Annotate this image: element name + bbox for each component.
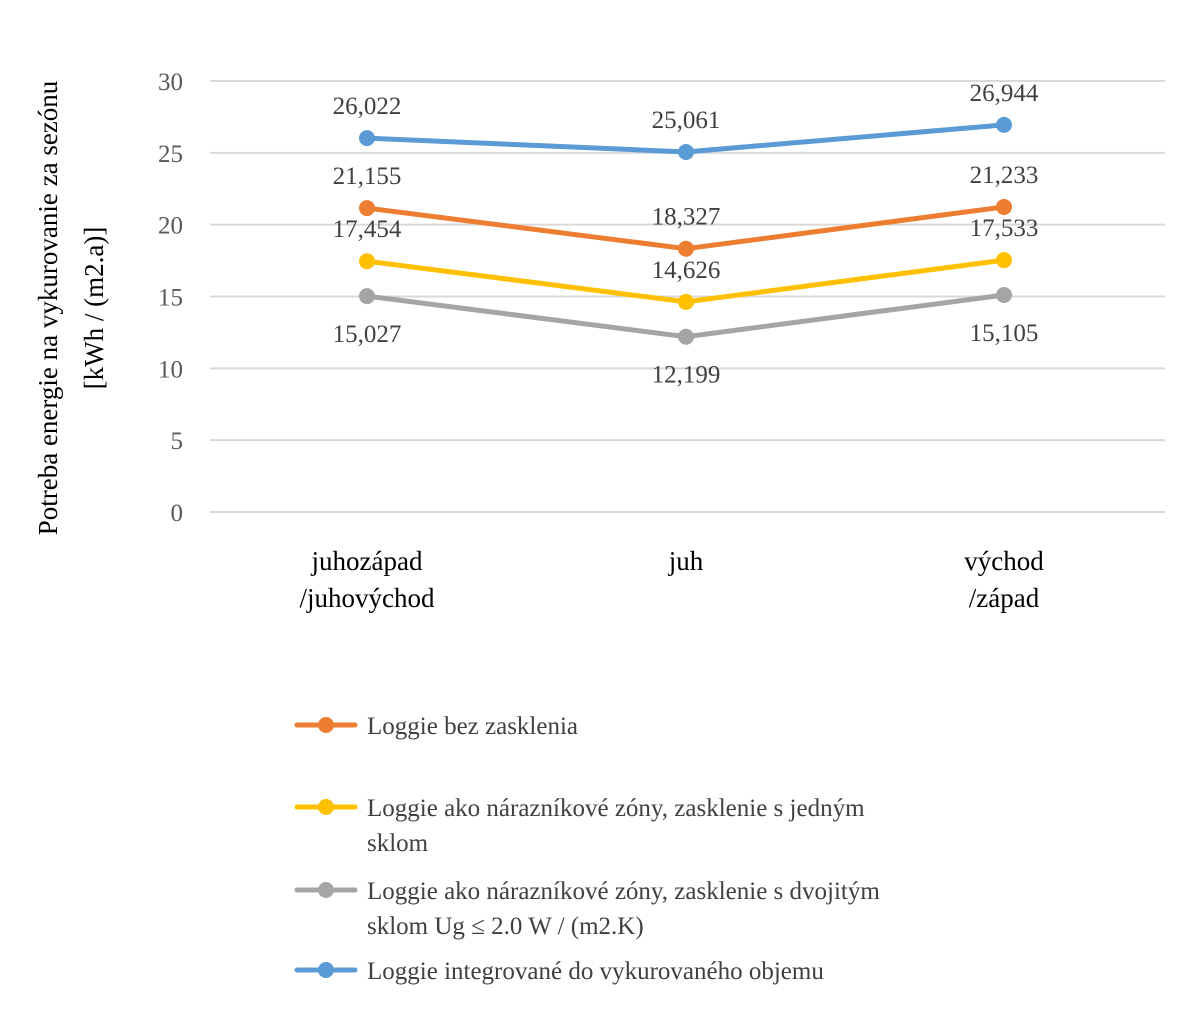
x-category-label: východ	[964, 546, 1044, 576]
data-label: 15,027	[333, 321, 402, 348]
data-point	[996, 116, 1012, 133]
y-axis-title: Potreba energie na vykurovanie za sezónu	[33, 80, 63, 535]
data-label: 15,105	[970, 320, 1039, 347]
x-category-label: /juhovýchod	[300, 583, 435, 613]
legend-swatch-marker	[318, 717, 334, 733]
data-label: 26,944	[970, 80, 1039, 107]
data-label: 12,199	[652, 362, 721, 389]
data-point	[678, 143, 694, 160]
data-label: 21,155	[333, 163, 402, 190]
data-point	[359, 200, 375, 217]
y-tick-label: 30	[158, 69, 183, 96]
data-point	[996, 252, 1012, 269]
data-point	[996, 286, 1012, 303]
legend-entry-label: Loggie bez zasklenia	[367, 713, 578, 740]
y-tick-label: 5	[171, 428, 184, 455]
legend-entry-label: sklom Ug ≤ 2.0 W / (m2.K)	[367, 913, 644, 940]
data-point	[359, 288, 375, 305]
data-point	[996, 198, 1012, 215]
legend-swatch-marker	[318, 882, 334, 898]
data-point	[359, 130, 375, 147]
legend-entry-label: sklom	[367, 830, 429, 857]
legend-swatch-marker	[318, 799, 334, 815]
data-point	[678, 328, 694, 345]
legend-swatch-marker	[318, 962, 334, 978]
y-tick-label: 20	[158, 213, 183, 240]
data-point	[678, 240, 694, 257]
data-label: 26,022	[333, 93, 402, 120]
y-tick-label: 15	[158, 285, 183, 312]
legend-entry-label: Loggie ako nárazníkové zóny, zasklenie s…	[367, 795, 865, 822]
y-tick-label: 10	[158, 356, 183, 383]
data-label: 18,327	[652, 204, 721, 231]
y-axis-title: [kWh / (m2.a)]	[79, 227, 109, 390]
x-category-label: juhozápad	[311, 546, 423, 576]
legend-entry-label: Loggie ako nárazníkové zóny, zasklenie s…	[367, 878, 880, 905]
data-point	[678, 293, 694, 310]
data-label: 17,533	[970, 215, 1039, 242]
data-label: 21,233	[970, 162, 1039, 189]
data-label: 25,061	[652, 107, 721, 134]
x-category-label: juh	[668, 546, 704, 576]
data-point	[359, 253, 375, 270]
data-label: 17,454	[333, 216, 402, 243]
x-category-label: /západ	[969, 583, 1040, 613]
y-tick-label: 0	[171, 500, 184, 527]
legend-entry-label: Loggie integrované do vykurovaného objem…	[367, 958, 824, 985]
data-label: 14,626	[652, 257, 721, 284]
y-tick-label: 25	[158, 141, 183, 168]
